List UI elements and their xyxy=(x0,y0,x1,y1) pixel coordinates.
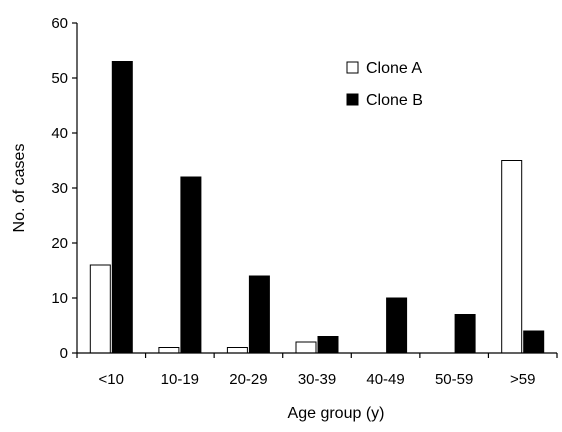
bar-clone-b-5 xyxy=(454,314,476,354)
x-tick-label: >59 xyxy=(510,371,535,388)
legend-label-clone-a: Clone A xyxy=(366,60,422,77)
bar-clone-b-6 xyxy=(523,330,545,354)
x-tick-label: 10-19 xyxy=(161,371,199,388)
x-axis: <10 10-19 20-29 30-39 40-49 50-59 >59 xyxy=(76,352,558,388)
x-tick-label: 50-59 xyxy=(435,371,473,388)
y-tick-label: 0 xyxy=(60,345,68,362)
x-axis-title: Age group (y) xyxy=(288,405,385,422)
legend-swatch-clone-a xyxy=(346,61,359,74)
bar-clone-b-4 xyxy=(386,297,408,354)
y-axis: 0 10 20 30 40 50 60 xyxy=(51,15,78,362)
y-tick-label: 30 xyxy=(51,180,68,197)
x-tick-label: 30-39 xyxy=(298,371,336,388)
x-tick-label: 20-29 xyxy=(229,371,267,388)
y-tick-label: 20 xyxy=(51,235,68,252)
bar-clone-a-0 xyxy=(89,264,111,354)
bar-clone-b-1 xyxy=(180,176,202,354)
legend-swatch-clone-b xyxy=(346,93,359,106)
y-tick-label: 50 xyxy=(51,70,68,87)
bar-clone-a-2 xyxy=(226,347,248,354)
bar-clone-b-2 xyxy=(248,275,270,354)
bar-clone-a-3 xyxy=(295,341,317,354)
plot-area xyxy=(89,61,545,354)
bar-clone-b-3 xyxy=(317,336,339,354)
y-tick-label: 10 xyxy=(51,290,68,307)
x-tick-label: 40-49 xyxy=(366,371,404,388)
legend-label-clone-b: Clone B xyxy=(366,92,423,109)
bar-clone-a-1 xyxy=(158,347,180,354)
x-tick-label: <10 xyxy=(99,371,124,388)
y-tick-label: 40 xyxy=(51,125,68,142)
bar-clone-b-0 xyxy=(111,61,133,354)
y-axis-title: No. of cases xyxy=(11,144,28,233)
bar-clone-a-6 xyxy=(501,160,523,354)
legend: Clone A Clone B xyxy=(346,60,423,109)
y-tick-label: 60 xyxy=(51,15,68,32)
